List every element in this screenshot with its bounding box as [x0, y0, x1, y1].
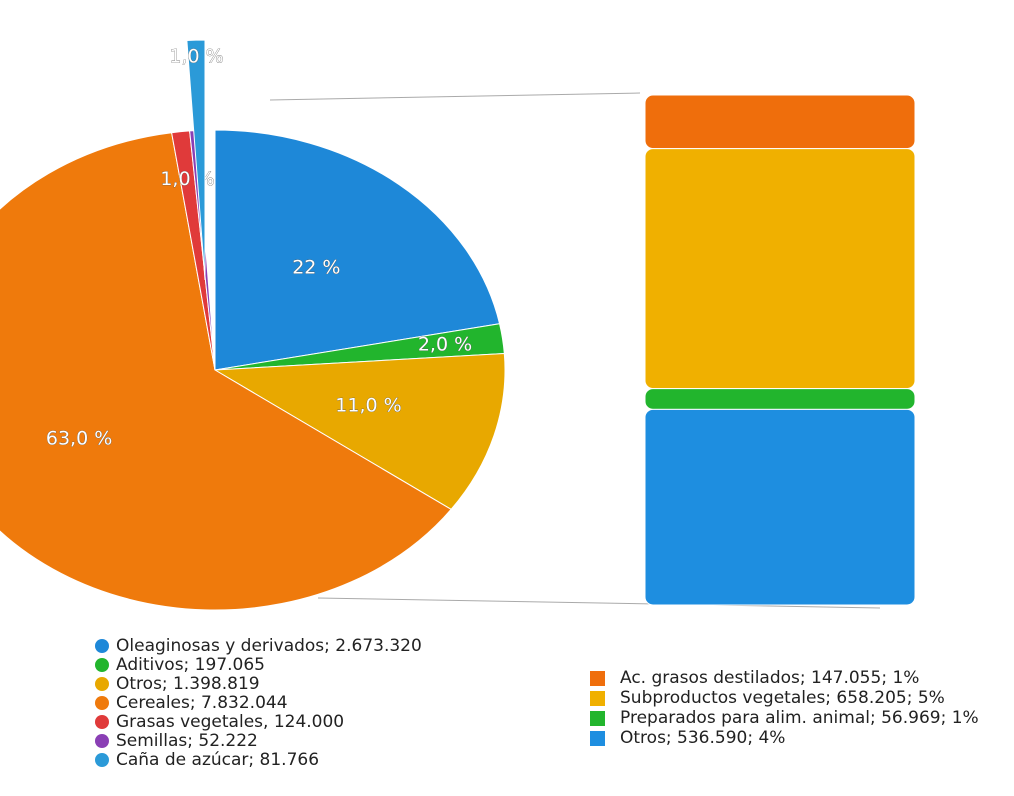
bar-segment	[644, 388, 916, 410]
legend-marker	[95, 715, 109, 729]
legend-marker	[95, 734, 109, 748]
legend-marker	[95, 639, 109, 653]
legend-marker	[590, 731, 605, 746]
legend-marker	[95, 753, 109, 767]
pie-slice	[213, 352, 506, 511]
legend-label: Grasas vegetales, 124.000	[116, 712, 344, 732]
legend-label: Subproductos vegetales; 658.205; 5%	[620, 688, 945, 708]
legend-label: Cereales; 7.832.044	[116, 693, 288, 713]
legend-marker	[590, 671, 605, 686]
connector-line	[317, 597, 881, 609]
pie-slice	[214, 129, 501, 371]
legend-marker	[95, 658, 109, 672]
legend-label: Semillas; 52.222	[116, 731, 258, 751]
data-label: 1,0 %	[160, 168, 214, 190]
bar-segment	[644, 148, 916, 390]
legend-marker	[95, 696, 109, 710]
legend-label: Otros; 1.398.819	[116, 674, 260, 694]
legend-label: Caña de azúcar; 81.766	[116, 750, 319, 770]
legend-marker	[590, 691, 605, 706]
bar-segment	[644, 408, 916, 606]
connector-line	[269, 92, 641, 101]
pie-slice	[0, 132, 452, 611]
data-label: 11,0 %	[335, 394, 401, 416]
legend-label: Ac. grasos destilados; 147.055; 1%	[620, 668, 919, 688]
bar-segment	[644, 94, 916, 150]
legend-label: Oleaginosas y derivados; 2.673.320	[116, 636, 422, 656]
data-label: 1,0 %	[169, 45, 223, 67]
data-label: 2,0 %	[418, 333, 472, 355]
legend-label: Otros; 536.590; 4%	[620, 728, 785, 748]
legend-marker	[95, 677, 109, 691]
legend-label: Aditivos; 197.065	[116, 655, 265, 675]
pie-slice	[186, 39, 206, 281]
legend-label: Preparados para alim. animal; 56.969; 1%	[620, 708, 979, 728]
data-label: 22 %	[292, 257, 340, 279]
legend-marker	[590, 711, 605, 726]
data-label: 63,0 %	[46, 428, 112, 450]
